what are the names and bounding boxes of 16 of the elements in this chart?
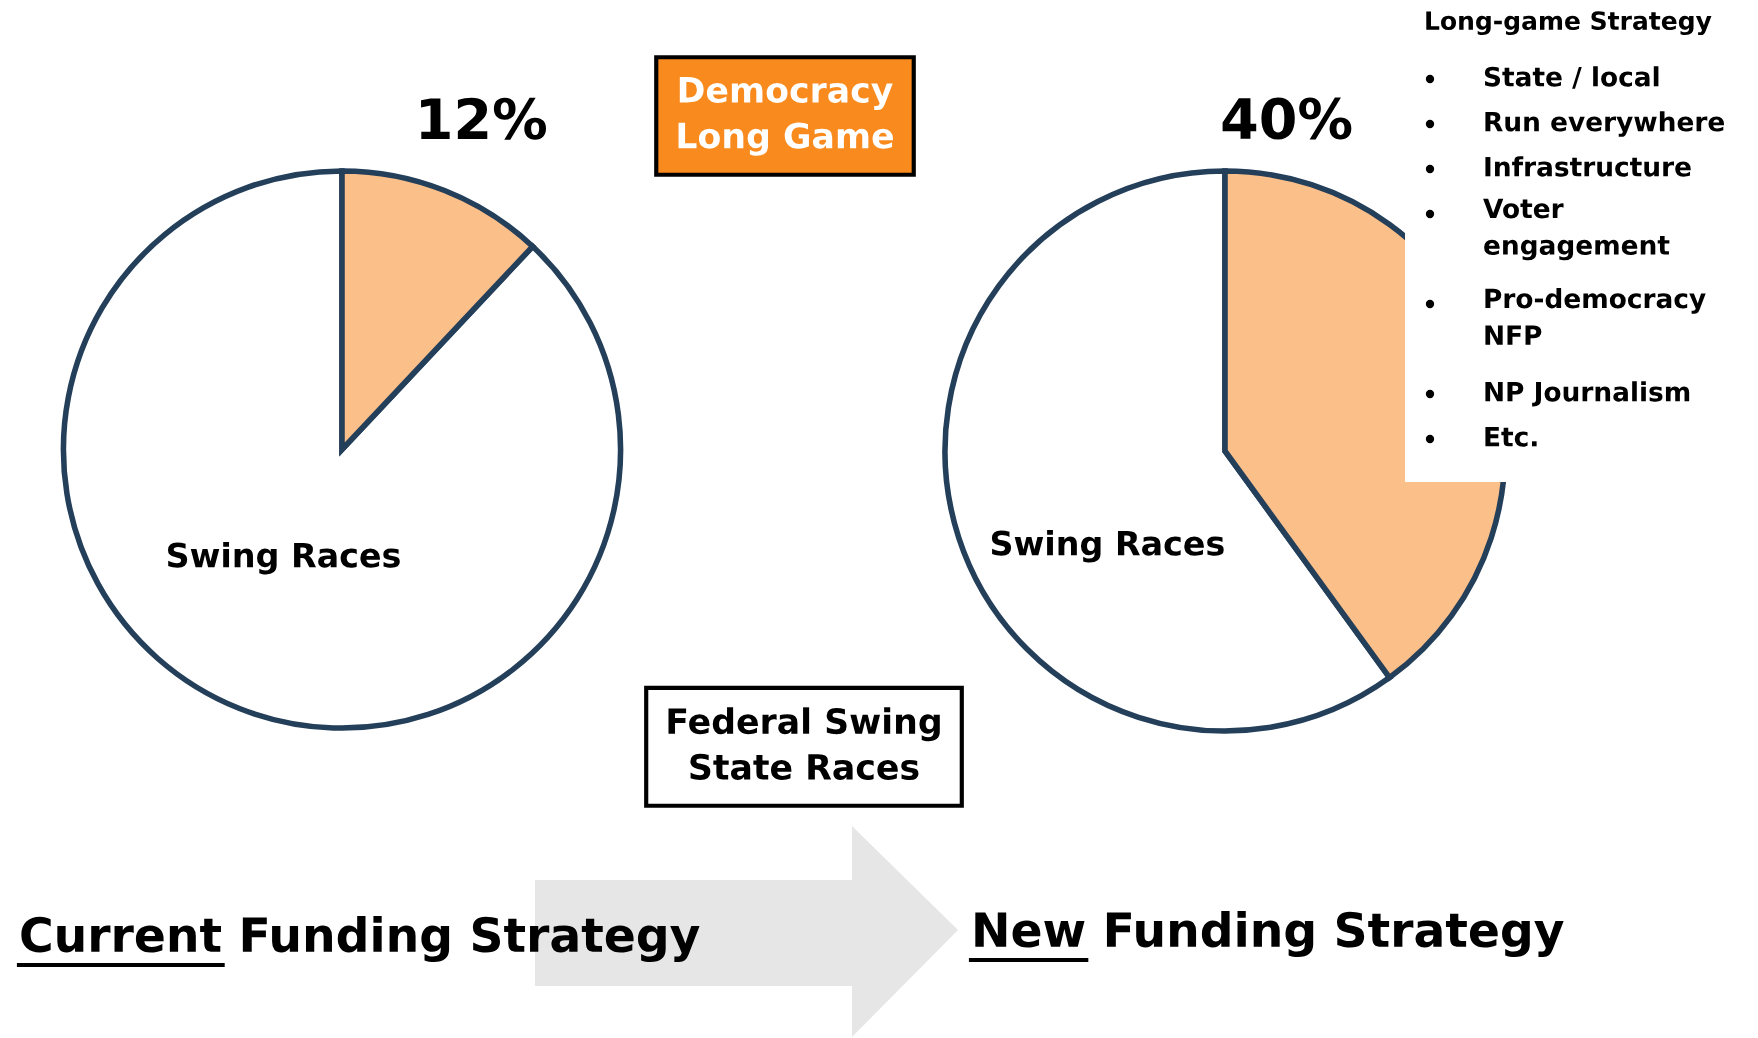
text: Voter engagement: [1483, 198, 1670, 261]
text: NP Journalism: [1485, 381, 1690, 407]
text: Federal Swing State Races: [668, 707, 940, 780]
text: Run everywhere: [1485, 111, 1724, 137]
text: Current Funding Strategy: [21, 915, 700, 963]
data-label: 40%: [1222, 97, 1352, 140]
text: Etc.: [1485, 427, 1537, 447]
text: New Funding Strategy: [975, 910, 1564, 958]
text: Infrastructure: [1485, 156, 1691, 177]
slice-label: Swing Races: [167, 541, 400, 575]
text: Pro-democracy NFP: [1485, 288, 1706, 345]
text: Democracy Long Game: [678, 77, 893, 156]
data-label: 12%: [421, 97, 547, 140]
text: Long-game Strategy: [1426, 11, 1712, 36]
slice-label: Swing Races: [991, 529, 1224, 563]
text: State / local: [1484, 66, 1659, 89]
